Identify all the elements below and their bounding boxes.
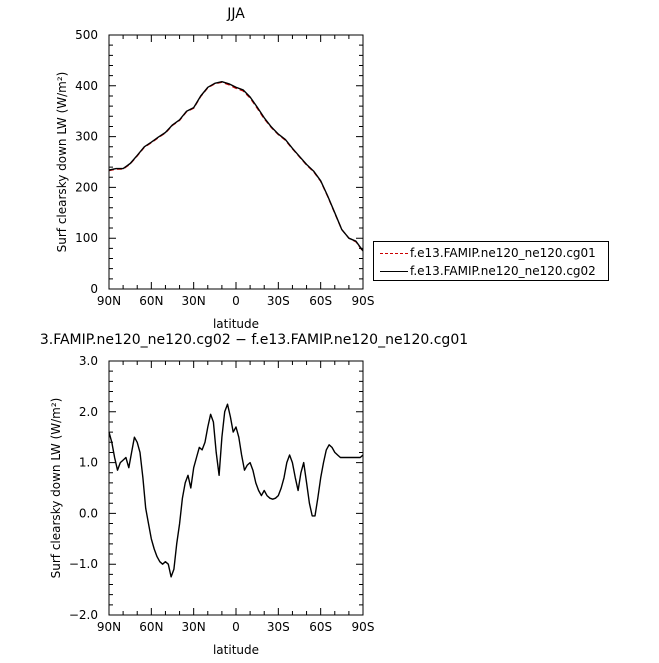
- top-series-group: [108, 81, 364, 252]
- bottom-x-tick-label: 60S: [309, 620, 332, 634]
- bottom-x-tick-label: 90S: [352, 620, 375, 634]
- bottom-y-tick-label: −1.0: [69, 557, 98, 571]
- legend-entry-cg02: f.e13.FAMIP.ne120_ne120.cg02: [374, 262, 608, 280]
- bottom-y-tick-label: 3.0: [79, 354, 98, 368]
- top-x-tick-label: 0: [232, 294, 240, 308]
- bottom-x-tick-label: 30N: [182, 620, 206, 634]
- bottom-x-tick-label: 0: [232, 620, 240, 634]
- bottom-x-tick-label: 30S: [267, 620, 290, 634]
- bottom-series-line-0: [108, 403, 364, 578]
- top-x-axis-label: latitude: [213, 317, 259, 331]
- legend: f.e13.FAMIP.ne120_ne120.cg01 f.e13.FAMIP…: [373, 241, 609, 281]
- top-panel: JJA 90N 60N 30N 0 30S 60S 90S0100200300400500 …: [55, 6, 374, 331]
- top-plot-frame: [108, 34, 364, 290]
- top-x-tick-label: 30S: [267, 294, 290, 308]
- top-x-tick-label: 60N: [139, 294, 163, 308]
- bottom-x-tick-label: 90N: [97, 620, 121, 634]
- top-y-tick-label: 400: [75, 79, 98, 93]
- bottom-y-tick-label: −2.0: [69, 608, 98, 622]
- top-x-tick-label: 90S: [352, 294, 375, 308]
- legend-swatch-cg02: [380, 271, 408, 272]
- bottom-axis-ticks: 90N 60N 30N 0 30S 60S 90S −2.0 −1.0 0.0 1.0 2.0 3.0: [69, 354, 375, 634]
- bottom-y-tick-label: 1.0: [79, 456, 98, 470]
- legend-label-cg02: f.e13.FAMIP.ne120_ne120.cg02: [410, 264, 596, 278]
- bottom-y-tick-label: 0.0: [79, 506, 98, 520]
- top-x-tick-label: 30N: [182, 294, 206, 308]
- top-y-tick-label: 0: [90, 282, 98, 296]
- bottom-x-tick-label: 60N: [139, 620, 163, 634]
- legend-swatch-cg01: [380, 253, 408, 254]
- top-y-tick-label: 200: [75, 180, 98, 194]
- bottom-y-axis-label: Surf clearsky down LW (W/m²): [49, 398, 63, 579]
- top-series-line-1: [108, 81, 364, 252]
- top-axis-ticks: 90N 60N 30N 0 30S 60S 90S 0 100 200 300 400 500: [75, 28, 374, 308]
- top-x-tick-label: 60S: [309, 294, 332, 308]
- bottom-x-axis-label: latitude: [213, 643, 259, 657]
- bottom-y-tick-label: 2.0: [79, 405, 98, 419]
- top-y-tick-label: 500: [75, 28, 98, 42]
- top-x-tick-label: 90N: [97, 294, 121, 308]
- legend-entry-cg01: f.e13.FAMIP.ne120_ne120.cg01: [374, 244, 608, 262]
- top-series-line-0: [108, 81, 364, 252]
- legend-label-cg01: f.e13.FAMIP.ne120_ne120.cg01: [410, 246, 596, 260]
- top-y-tick-label: 100: [75, 231, 98, 245]
- bottom-chart-title: 3.FAMIP.ne120_ne120.cg02 − f.e13.FAMIP.n…: [40, 332, 468, 348]
- bottom-panel: 3.FAMIP.ne120_ne120.cg02 − f.e13.FAMIP.n…: [40, 332, 468, 657]
- top-chart-title: JJA: [226, 6, 245, 22]
- bottom-series-group: [108, 403, 364, 578]
- bottom-plot-frame: [108, 360, 364, 616]
- top-y-tick-label: 300: [75, 130, 98, 144]
- top-y-axis-label: Surf clearsky down LW (W/m²): [55, 72, 69, 253]
